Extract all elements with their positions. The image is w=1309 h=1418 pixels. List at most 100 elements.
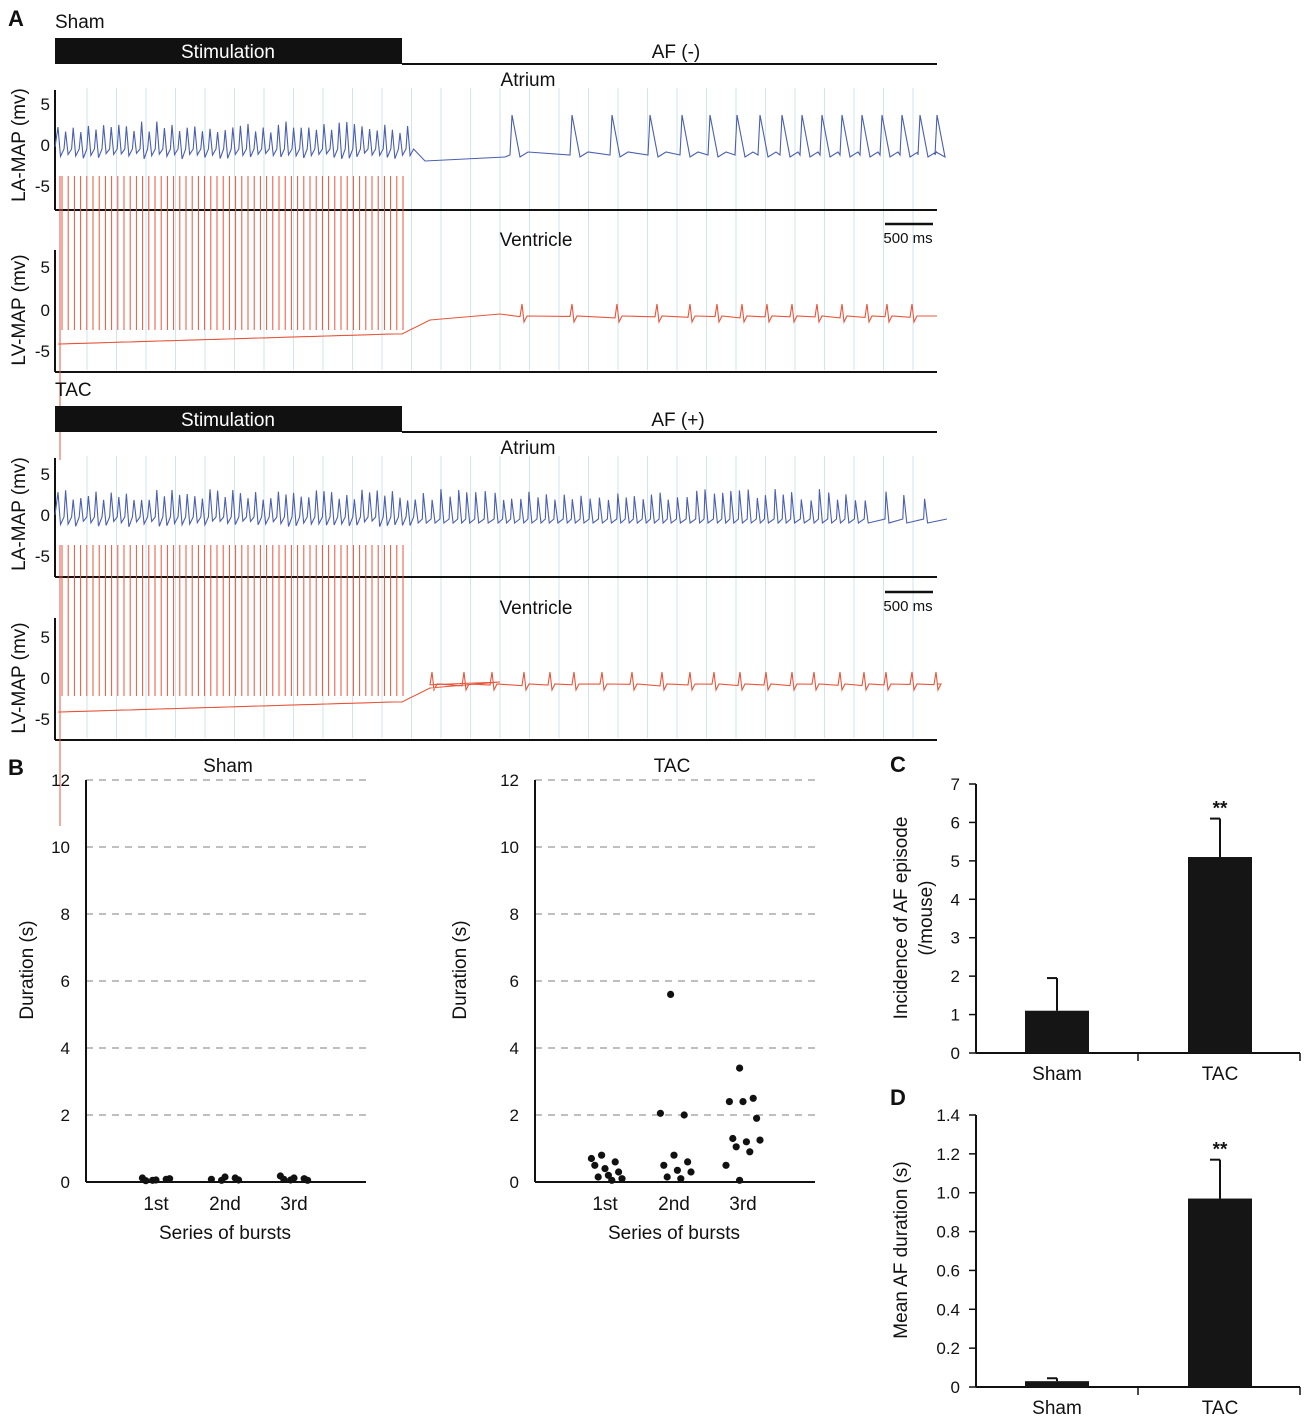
bar-c-ylabel-unit: (/mouse): [916, 881, 937, 956]
data-point: [746, 1148, 754, 1156]
ventricle-tick-0-tac: 0: [41, 669, 50, 688]
data-point: [304, 1176, 312, 1184]
trace-group-tac: TAC Stimulation AF (+) Atrium Ventricle …: [9, 380, 948, 826]
data-point: [667, 990, 675, 999]
ventricle-ylabel-sham: LV-MAP (mv): [9, 254, 30, 365]
af-label-sham: AF (-): [652, 42, 701, 63]
y-tick-label: 6: [510, 972, 519, 991]
data-point: [601, 1165, 609, 1173]
y-tick-label: 6: [61, 972, 70, 991]
data-point: [663, 1173, 671, 1181]
stimulation-bar-sham: [55, 38, 402, 64]
y-tick-label: 2: [510, 1106, 519, 1125]
stimulation-artifact-tac: [59, 545, 404, 826]
ventricle-tick-0-sham: 0: [41, 301, 50, 320]
y-tick-label: 0: [951, 1378, 960, 1397]
data-point: [656, 1109, 665, 1117]
data-point: [677, 1175, 685, 1183]
data-point: [732, 1143, 740, 1151]
scalebar-label-sham: 500 ms: [883, 230, 932, 247]
atrium-title-sham: Atrium: [501, 70, 556, 91]
y-tick-label: 1.0: [936, 1184, 960, 1203]
y-tick-label: 1.4: [936, 1106, 960, 1125]
bar-c-ylabel: Incidence of AF episode: [891, 817, 912, 1020]
y-tick-label: 2: [61, 1106, 70, 1125]
data-point: [742, 1138, 751, 1146]
significance-marker: **: [1213, 799, 1228, 820]
data-point: [725, 1098, 734, 1106]
atrium-ylabel-tac: LA-MAP (mv): [9, 457, 30, 571]
data-point: [736, 1176, 744, 1184]
data-point: [615, 1168, 623, 1176]
ventricle-trace-sham: [58, 303, 937, 345]
y-tick-label: 1: [951, 1006, 960, 1025]
bar-chart-incidence: Incidence of AF episode (/mouse) 0 1 2 3 4 5 6…: [891, 775, 1301, 1085]
significance-marker: **: [1213, 1140, 1228, 1161]
data-point: [166, 1175, 174, 1183]
data-point: [684, 1158, 692, 1166]
scalebar-label-tac: 500 ms: [883, 598, 932, 615]
x-tick-label-3rd: 3rd: [729, 1194, 756, 1215]
stimulation-bar-tac: [55, 406, 402, 432]
x-tick-label-1st: 1st: [143, 1194, 169, 1215]
y-tick-label: 8: [510, 905, 519, 924]
scatter-title-sham: Sham: [203, 756, 253, 777]
scatter-chart-sham: Sham Duration (s) Series of bursts 0 2 4 6 8…: [17, 756, 366, 1244]
x-tick-label-sham: Sham: [1032, 1064, 1082, 1085]
y-tick-label: 0.4: [936, 1300, 960, 1319]
x-tick-label-2nd: 2nd: [209, 1194, 241, 1215]
data-point: [753, 1114, 761, 1122]
data-point: [618, 1175, 626, 1183]
data-point: [142, 1177, 150, 1185]
panel-label-c: C: [890, 752, 906, 777]
panel-label-a: A: [8, 6, 24, 31]
data-point: [608, 1176, 616, 1184]
data-point: [749, 1094, 757, 1102]
y-tick-label: 0.2: [936, 1339, 960, 1358]
atrium-tick-0-tac: 0: [41, 506, 50, 525]
x-tick-label-2nd: 2nd: [658, 1194, 690, 1215]
bar-d-ylabel: Mean AF duration (s): [891, 1161, 912, 1338]
atrium-tick-5-sham: 5: [41, 95, 50, 114]
y-tick-label: 12: [51, 771, 70, 790]
data-point: [221, 1173, 229, 1181]
ventricle-title-tac: Ventricle: [500, 598, 573, 619]
atrium-tick-5-tac: 5: [41, 465, 50, 484]
x-tick-label-3rd: 3rd: [280, 1194, 307, 1215]
y-tick-label: 4: [951, 890, 960, 909]
x-tick-label-1st: 1st: [592, 1194, 618, 1215]
stimulation-artifact-sham: [59, 176, 404, 460]
atrium-tick-m5-sham: -5: [35, 177, 50, 196]
scatter-xlabel-tac: Series of bursts: [608, 1223, 740, 1244]
data-point: [280, 1175, 288, 1183]
ventricle-tick-5-sham: 5: [41, 258, 50, 277]
stimulation-label-tac: Stimulation: [181, 410, 275, 431]
group-label-tac: TAC: [55, 380, 92, 401]
data-point: [673, 1166, 682, 1174]
bar-tac: [1188, 1198, 1252, 1387]
data-point: [594, 1173, 602, 1181]
af-label-tac: AF (+): [651, 410, 704, 431]
scatter-ylabel-sham: Duration (s): [17, 920, 38, 1019]
y-tick-label: 3: [951, 929, 960, 948]
data-point: [687, 1168, 695, 1176]
data-point: [235, 1176, 243, 1184]
y-tick-label: 4: [61, 1039, 70, 1058]
data-point: [729, 1134, 737, 1143]
ventricle-tick-m5-tac: -5: [35, 710, 50, 729]
stimulation-label-sham: Stimulation: [181, 42, 275, 63]
data-point: [591, 1161, 599, 1169]
data-point: [722, 1161, 730, 1169]
bar-sham: [1025, 1381, 1089, 1387]
data-point: [611, 1158, 619, 1166]
data-point: [756, 1136, 764, 1144]
data-point: [680, 1111, 688, 1119]
y-tick-label: 0: [61, 1173, 70, 1192]
scatter-chart-tac: TAC Duration (s) Series of bursts 0 2 4 6 8 1…: [450, 756, 815, 1244]
atrium-trace-sham: [54, 114, 946, 162]
data-point: [152, 1176, 160, 1184]
atrium-ylabel-sham: LA-MAP (mv): [9, 88, 30, 202]
ventricle-tick-5-tac: 5: [41, 628, 50, 647]
ventricle-ylabel-tac: LV-MAP (mv): [9, 622, 30, 733]
y-tick-label: 8: [61, 905, 70, 924]
